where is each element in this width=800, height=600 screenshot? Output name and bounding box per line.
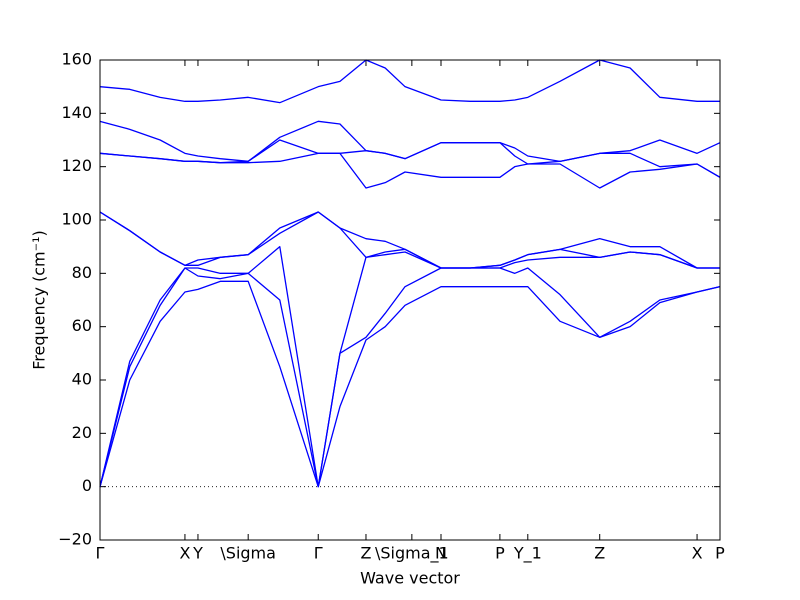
y-tick-label: 0 xyxy=(82,476,92,495)
y-tick-label: 100 xyxy=(61,210,92,229)
band-line xyxy=(99,211,720,269)
y-tick-label: 160 xyxy=(61,50,92,69)
y-tick-label: 20 xyxy=(72,423,92,442)
y-tick-label: 40 xyxy=(72,370,92,389)
x-tick-label: Z xyxy=(594,544,605,563)
plot-frame xyxy=(99,59,721,541)
x-tick-label: \Sigma_1 xyxy=(375,544,449,564)
y-tick-label: 120 xyxy=(61,156,92,175)
x-tick-label: X xyxy=(179,544,190,563)
x-tick-label: X xyxy=(692,544,703,563)
x-tick-label: Z xyxy=(360,544,371,563)
y-tick-label: 140 xyxy=(61,103,92,122)
band-line xyxy=(99,59,720,104)
y-tick-label: −20 xyxy=(58,530,92,549)
x-tick-label: Y xyxy=(192,544,203,563)
y-axis-label: Frequency (cm⁻¹) xyxy=(30,230,49,369)
x-tick-label: P xyxy=(715,544,725,563)
band-line xyxy=(99,120,721,162)
band-line xyxy=(99,280,721,488)
x-tick-label: \Sigma xyxy=(220,544,276,563)
band-line xyxy=(99,267,721,488)
x-tick-label: P xyxy=(495,544,505,563)
y-tick-label: 80 xyxy=(72,263,92,282)
y-tick-label: 60 xyxy=(72,316,92,335)
x-tick-label: Γ xyxy=(314,544,323,563)
x-axis-label: Wave vector xyxy=(360,569,460,588)
x-tick-label: Y_1 xyxy=(513,544,542,564)
band-line xyxy=(99,211,720,269)
x-tick-label: Γ xyxy=(96,544,105,563)
x-tick-label: N xyxy=(435,544,447,563)
